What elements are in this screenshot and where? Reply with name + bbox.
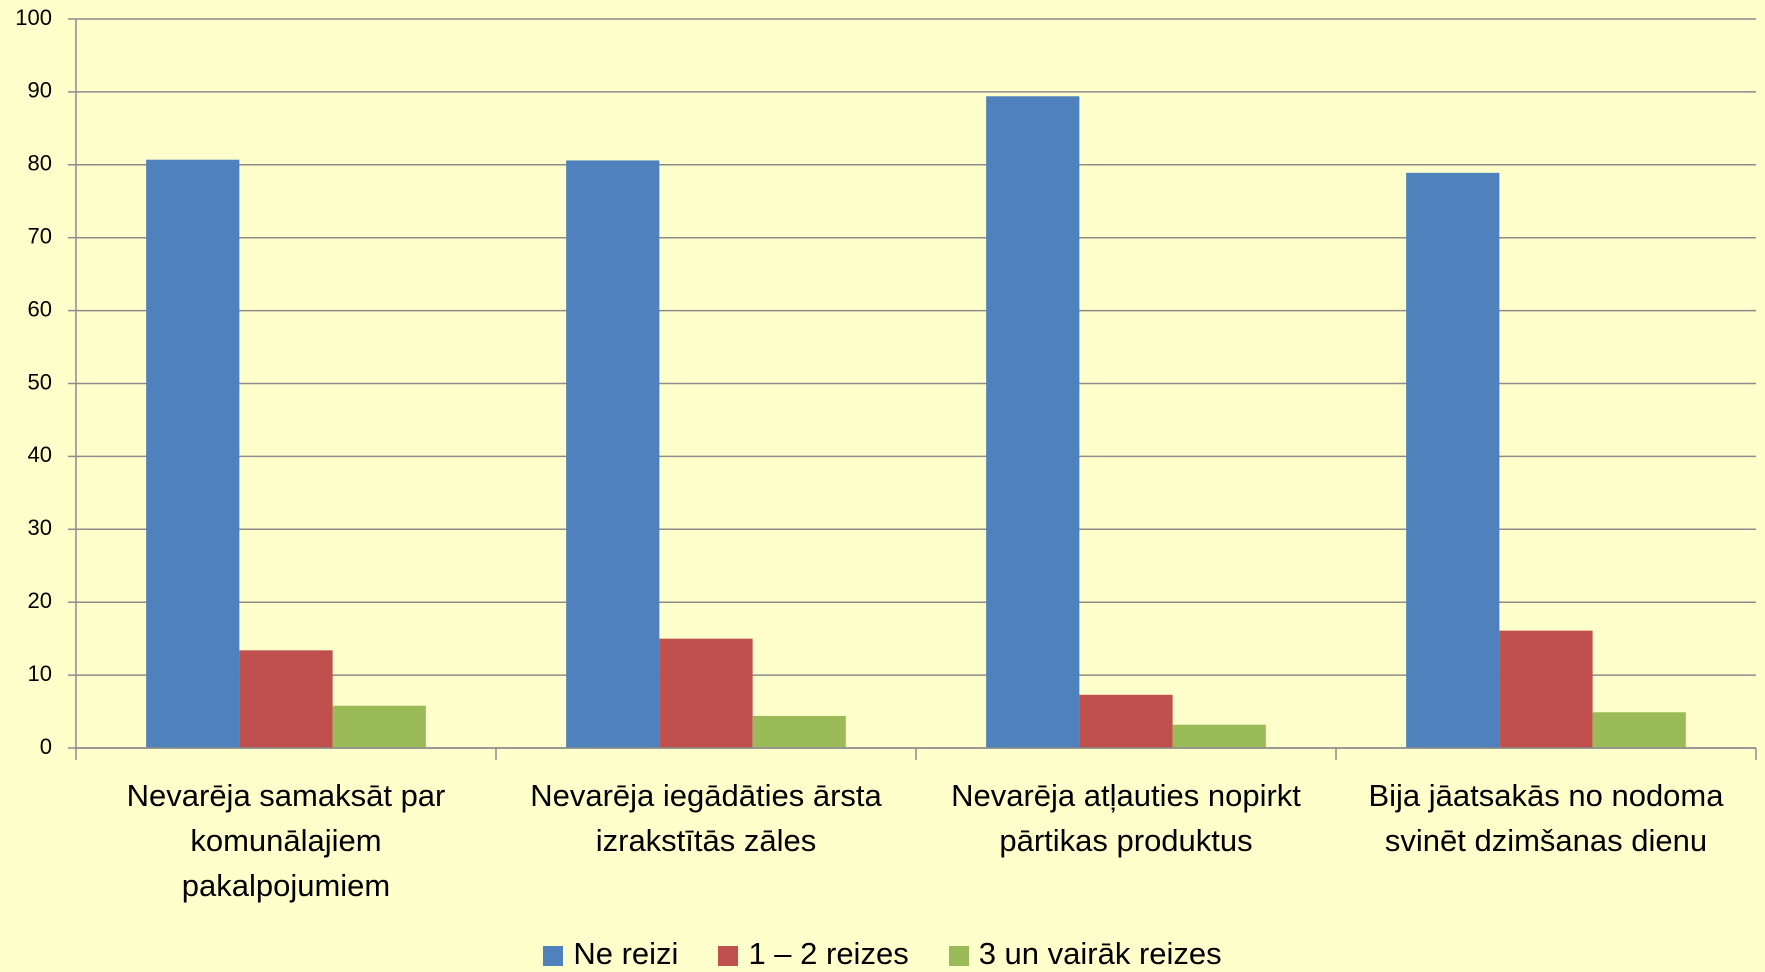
bar — [1406, 172, 1500, 749]
y-tick-label: 10 — [28, 661, 52, 686]
bar — [1079, 694, 1173, 748]
legend: Ne reizi 1 – 2 reizes 3 un vairāk reizes — [0, 936, 1765, 972]
y-tick-label: 40 — [28, 442, 52, 467]
x-tick-label: Nevarēja iegādāties ārsta izrakstītās zā… — [530, 778, 882, 858]
bar — [752, 715, 846, 748]
bar — [1592, 712, 1686, 748]
y-tick-label: 60 — [28, 296, 52, 321]
bar — [986, 96, 1080, 749]
legend-swatch — [948, 945, 969, 966]
legend-item: 3 un vairāk reizes — [948, 936, 1222, 972]
legend-swatch — [543, 945, 564, 966]
bar — [1172, 724, 1266, 748]
bar — [659, 638, 753, 748]
y-tick-label: 80 — [28, 151, 52, 176]
x-tick-label: Nevarēja atļauties nopirkt pārtikas prod… — [951, 778, 1301, 858]
y-tick-label: 0 — [40, 734, 52, 759]
bar — [1499, 630, 1593, 748]
bar — [566, 160, 660, 748]
legend-label: 3 un vairāk reizes — [978, 936, 1222, 971]
y-tick-label: 100 — [15, 5, 52, 30]
y-tick-label: 90 — [28, 78, 52, 103]
y-tick-label: 50 — [28, 369, 52, 394]
x-tick-label: Nevarēja samaksāt par komunālajiem pakal… — [126, 778, 446, 903]
x-tick-label: Bija jāatsakās no nodoma svinēt dzimšana… — [1368, 778, 1724, 858]
bar — [239, 650, 333, 748]
legend-label: Ne reizi — [573, 936, 679, 971]
y-tick-label: 20 — [28, 588, 52, 613]
legend-swatch — [718, 945, 739, 966]
legend-item: 1 – 2 reizes — [718, 936, 909, 972]
y-tick-label: 70 — [28, 224, 52, 249]
bar — [332, 705, 426, 748]
y-tick-label: 30 — [28, 515, 52, 540]
legend-label: 1 – 2 reizes — [748, 936, 909, 971]
legend-item: Ne reizi — [543, 936, 678, 972]
bar — [146, 159, 240, 748]
